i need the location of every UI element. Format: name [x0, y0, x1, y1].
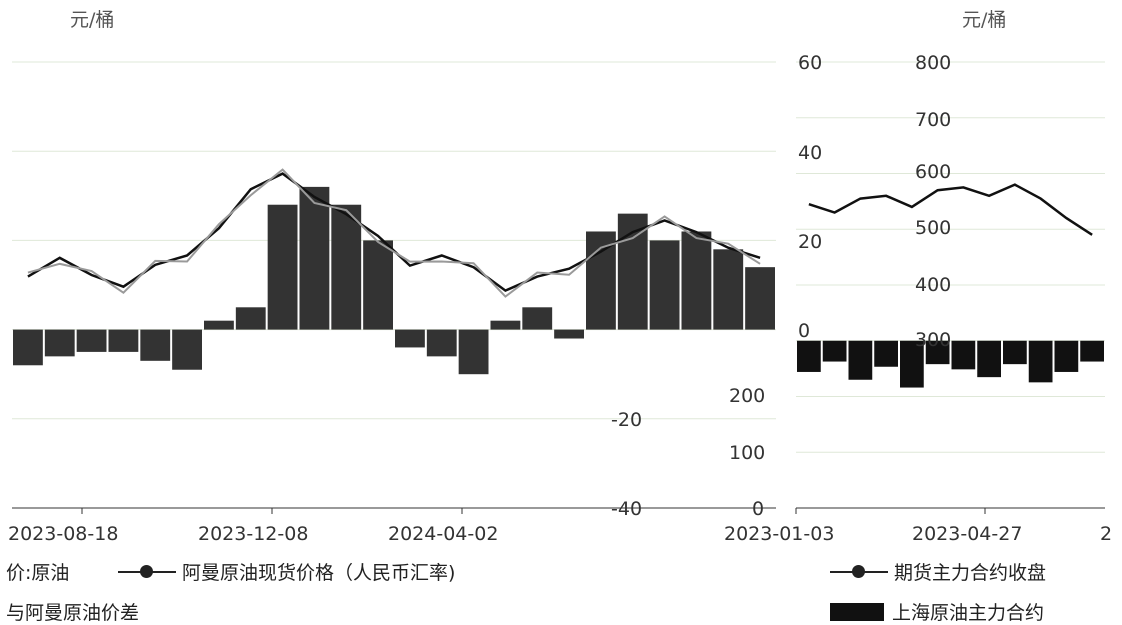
legend-label: 上海原油主力合约 [892, 602, 1045, 624]
spread-bar [681, 231, 712, 330]
spread-bar [108, 329, 139, 352]
right-y-tick: 500 [915, 217, 951, 239]
spread-bar [267, 204, 298, 330]
right-y-tick: 600 [915, 161, 951, 183]
spread-bar [649, 240, 680, 330]
legend-label: 与阿曼原油价差 [6, 602, 140, 624]
spread-bar [172, 329, 202, 370]
left-x-tick: 2023-08-18 [8, 523, 118, 545]
right-x-axis [795, 507, 1105, 514]
futures-bar [1054, 340, 1079, 372]
left-y-tick: 0 [798, 320, 810, 342]
futures-bar [900, 340, 924, 388]
right-gridlines [796, 61, 1105, 453]
right-x-tick: 2 [1100, 523, 1112, 545]
left-y-tick: -20 [611, 409, 642, 431]
right-y-tick: 400 [915, 274, 951, 296]
left-y-tick: -40 [611, 498, 642, 520]
spread-bar [76, 329, 107, 352]
right-price-lines [808, 183, 1093, 236]
spread-bar [235, 307, 266, 330]
spread-bar [554, 329, 584, 339]
spread-bar [395, 329, 425, 348]
futures-bar [848, 340, 873, 380]
futures-bar [874, 340, 898, 367]
futures-bar [1003, 340, 1027, 365]
futures-bar [977, 340, 1001, 378]
legend-item-oman-spot: 阿曼原油现货价格（人民币汇率) [118, 558, 455, 585]
right-x-tick: 2023-04-27 [912, 523, 1022, 545]
left-price-lines [27, 168, 761, 298]
spread-bar [140, 329, 171, 361]
left-y-tick: 60 [798, 52, 822, 74]
spread-bar [13, 329, 43, 366]
right-y-tick: 300 [915, 329, 951, 351]
left-y-tick: 40 [798, 142, 822, 164]
line-dot-marker-icon [118, 564, 176, 580]
spread-bar [745, 267, 775, 330]
futures-bar [925, 340, 950, 365]
futures-bar [951, 340, 976, 370]
spread-bar [204, 320, 234, 330]
left-x-tick: 2023-12-08 [198, 523, 308, 545]
bar-swatch-icon [830, 602, 884, 621]
left-x-ticks: 2023-08-18 2023-12-08 2024-04-02 [8, 523, 498, 545]
legend-item-sh-crude: 上海原油主力合约 [830, 598, 1044, 625]
legend-label: 阿曼原油现货价格（人民币汇率) [182, 562, 456, 584]
futures-bar [797, 340, 821, 372]
spread-bar [44, 329, 75, 357]
line-dot-marker-icon [830, 564, 888, 580]
left-x-tick: 2024-04-02 [388, 523, 498, 545]
right-y-tick: 0 [752, 498, 764, 520]
legend-item-crude: 价:原油 [6, 558, 69, 585]
left-y-tick: 20 [798, 231, 822, 253]
spread-bar [713, 249, 744, 330]
series-line-futures-close [808, 183, 1093, 236]
futures-bar [822, 340, 847, 362]
right-x-tick: 2023-01-03 [724, 523, 834, 545]
spread-bar [363, 240, 393, 330]
right-y-ticks: 800 700 600 500 400 300 200 100 0 [729, 52, 951, 520]
right-spread-bars [797, 340, 1104, 388]
left-y-right-ticks: 60 40 20 0 -20 -40 [611, 52, 822, 520]
spread-bar [331, 204, 362, 330]
right-y-tick: 100 [729, 442, 765, 464]
legend-item-spread: 与阿曼原油价差 [6, 598, 139, 625]
spread-bar [522, 307, 553, 330]
right-y-tick: 700 [915, 109, 951, 131]
left-unit-label: 元/桶 [70, 9, 114, 31]
legend-label: 期货主力合约收盘 [894, 562, 1047, 584]
futures-bar [1028, 340, 1053, 383]
left-spread-bars [13, 186, 775, 375]
right-unit-label: 元/桶 [962, 9, 1006, 31]
spread-bar [458, 329, 489, 375]
legend-label: 价:原油 [6, 562, 70, 584]
right-y-tick: 800 [915, 52, 951, 74]
legend-item-futures-close: 期货主力合约收盘 [830, 558, 1046, 585]
right-y-tick: 200 [729, 385, 765, 407]
futures-bar [1080, 340, 1104, 362]
spread-bar [299, 186, 330, 330]
series-line-crude [27, 168, 761, 298]
spread-bar [490, 320, 521, 330]
left-x-axis [12, 507, 776, 514]
spread-bar [426, 329, 457, 357]
right-x-ticks: 2023-01-03 2023-04-27 2 [724, 523, 1112, 545]
